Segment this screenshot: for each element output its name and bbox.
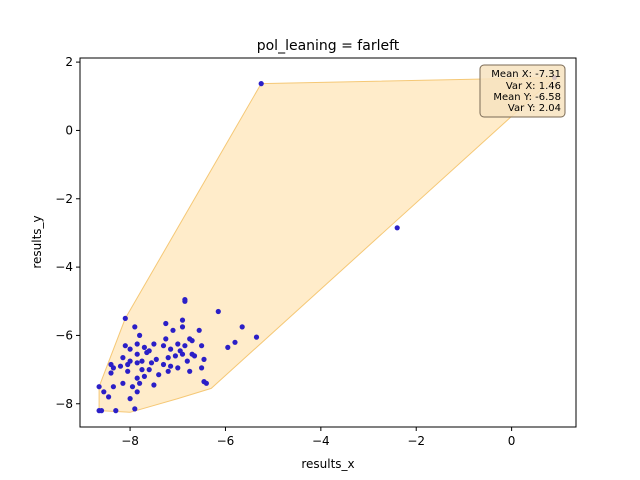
data-point (232, 339, 238, 345)
data-point (122, 343, 128, 349)
data-point (394, 225, 400, 231)
data-point (170, 327, 176, 333)
data-point (120, 355, 126, 361)
data-point (96, 384, 102, 390)
data-point (151, 382, 157, 388)
data-point (137, 380, 143, 386)
statistics-box-background (479, 64, 566, 118)
x-tick-label: −2 (407, 434, 425, 448)
data-point (156, 372, 162, 378)
y-axis-ticks: −8 −6 −4 −2 0 2 (55, 55, 80, 411)
data-point (146, 348, 152, 354)
data-point (110, 384, 116, 390)
x-tick-label: −8 (121, 434, 139, 448)
data-point (120, 380, 126, 386)
y-tick-label: −8 (55, 397, 73, 411)
data-point (139, 367, 145, 373)
data-point (137, 332, 143, 338)
data-point (127, 358, 133, 364)
data-point (160, 361, 167, 368)
data-point (132, 324, 138, 330)
data-point (253, 334, 260, 340)
y-tick-label: −6 (55, 328, 73, 342)
data-point (139, 358, 145, 364)
data-point (134, 389, 140, 395)
data-point (125, 368, 131, 374)
data-point (199, 365, 205, 371)
data-point (141, 373, 147, 379)
data-point (163, 320, 169, 327)
data-point (160, 343, 167, 349)
data-point (182, 298, 188, 304)
data-point (141, 344, 147, 350)
data-point (239, 324, 245, 330)
chart-title: pol_leaning = farleft (257, 38, 400, 54)
data-point (106, 394, 112, 400)
data-point (110, 365, 116, 371)
data-point (196, 327, 202, 333)
data-point (165, 355, 171, 361)
data-point (127, 346, 133, 352)
data-points (96, 74, 558, 414)
data-point (153, 356, 159, 362)
data-point (117, 363, 124, 369)
data-point (168, 346, 174, 352)
data-point (151, 341, 157, 347)
x-tick-label: 0 (508, 434, 516, 448)
stats-mean-x: Mean X: -7.31 (491, 69, 561, 80)
data-point (134, 351, 140, 357)
data-point (168, 363, 174, 369)
data-point (182, 343, 188, 349)
data-point (199, 343, 205, 349)
data-point (165, 368, 171, 374)
y-tick-label: 0 (65, 123, 73, 137)
stats-var-x: Var X: 1.46 (506, 81, 561, 92)
x-axis-ticks: −8 −6 −4 −2 0 (121, 427, 515, 448)
data-point (258, 81, 264, 87)
data-point (134, 360, 140, 366)
y-tick-label: −2 (55, 192, 73, 206)
x-tick-label: −4 (312, 434, 330, 448)
data-point (113, 408, 119, 414)
data-point (127, 396, 133, 402)
x-axis-label: results_x (301, 457, 354, 471)
data-point (163, 336, 169, 342)
statistics-box: Mean X: -7.31 Var X: 1.46 Mean Y: -6.58 … (479, 64, 566, 118)
data-point (175, 341, 181, 347)
data-point (172, 353, 178, 359)
data-point (179, 351, 186, 357)
data-point (101, 389, 107, 395)
data-point (203, 380, 209, 386)
data-point (146, 367, 152, 373)
data-point (225, 344, 231, 350)
data-point (122, 315, 128, 321)
y-axis-label: results_y (30, 215, 44, 268)
data-point (184, 358, 190, 364)
data-point (108, 370, 114, 376)
data-point (191, 353, 198, 359)
stats-mean-y: Mean Y: -6.58 (493, 92, 561, 103)
data-point (179, 324, 186, 330)
data-point (175, 365, 181, 371)
y-tick-label: −4 (55, 260, 73, 274)
data-point (215, 308, 221, 315)
stats-var-y: Var Y: 2.04 (508, 103, 561, 114)
data-point (189, 338, 195, 344)
data-point (148, 360, 155, 366)
data-point (179, 317, 186, 323)
data-point (201, 356, 207, 362)
y-tick-label: 2 (65, 55, 73, 69)
data-point (98, 408, 105, 414)
axes-frame (79, 57, 577, 428)
data-point (134, 375, 140, 381)
data-point (129, 384, 136, 390)
x-tick-label: −6 (217, 434, 235, 448)
data-point (187, 368, 193, 374)
data-point (134, 341, 140, 347)
data-point (132, 406, 138, 412)
